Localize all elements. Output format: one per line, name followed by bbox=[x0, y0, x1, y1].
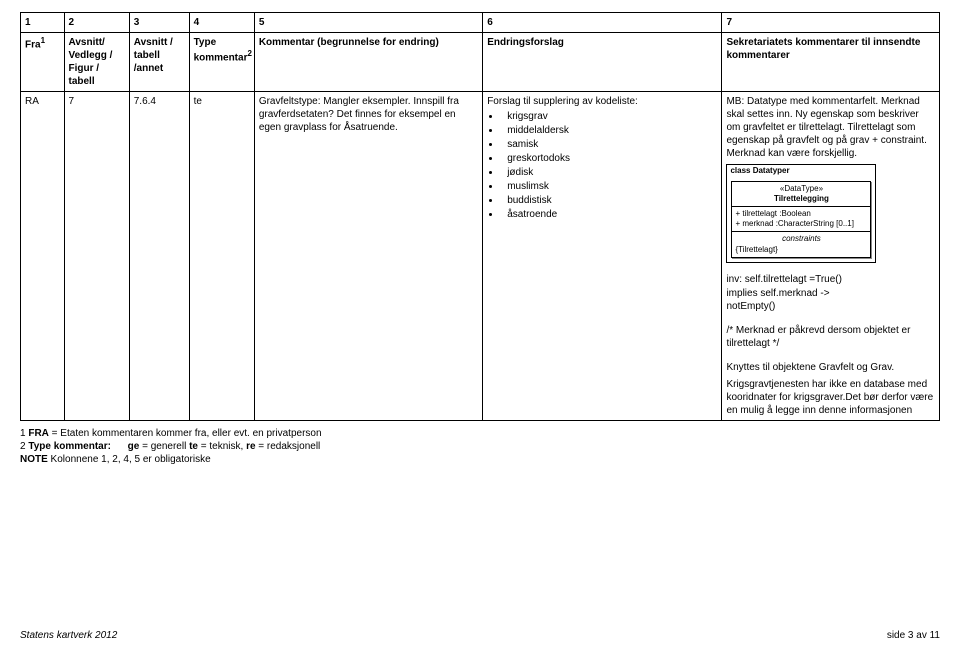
page-footer: Statens kartverk 2012 side 3 av 11 bbox=[20, 630, 940, 641]
table-row: RA 7 7.6.4 te Gravfeltstype: Mangler eks… bbox=[21, 92, 940, 421]
uml-attrs: + tilrettelagt :Boolean + merknad :Chara… bbox=[732, 207, 870, 233]
uml-constraints: constraints {Tilrettelagt} bbox=[732, 232, 870, 257]
endring-list: krigsgrav middelaldersk samisk greskorto… bbox=[501, 110, 717, 221]
uml-title: class Datatyper bbox=[727, 165, 875, 177]
colnum-5: 5 bbox=[254, 13, 482, 33]
cell-sekretariat: MB: Datatype med kommentarfelt. Merknad … bbox=[722, 92, 940, 421]
colnum-6: 6 bbox=[483, 13, 722, 33]
header-kommentar: Kommentar (begrunnelse for endring) bbox=[254, 33, 482, 92]
header-sekr: Sekretariatets kommentarer til innsendte… bbox=[722, 33, 940, 92]
cell-fra: RA bbox=[21, 92, 65, 421]
uml-diagram: class Datatyper «DataType» Tilretteleggi… bbox=[726, 164, 876, 263]
cell-type: te bbox=[189, 92, 254, 421]
footnote-note: NOTE Kolonnene 1, 2, 4, 5 er obligatoris… bbox=[20, 453, 940, 466]
sekr-para-1: MB: Datatype med kommentarfelt. Merknad … bbox=[726, 95, 935, 160]
sekr-para-3: Knyttes til objektene Gravfelt og Grav. bbox=[726, 361, 935, 375]
header-row: Fra1 Avsnitt/ Vedlegg / Figur / tabell A… bbox=[21, 33, 940, 92]
colnum-4: 4 bbox=[189, 13, 254, 33]
list-item: krigsgrav bbox=[501, 110, 717, 123]
footnote-2: 2 Type kommentar: ge = generell te = tek… bbox=[20, 440, 940, 453]
list-item: jødisk bbox=[501, 166, 717, 179]
list-item: samisk bbox=[501, 138, 717, 151]
footnotes: 1 FRA = Etaten kommentaren kommer fra, e… bbox=[20, 427, 940, 466]
comments-table: 1 2 3 4 5 6 7 Fra1 Avsnitt/ Vedlegg / Fi… bbox=[20, 12, 940, 421]
cell-avsnitt2: 7.6.4 bbox=[129, 92, 189, 421]
cell-endring: Forslag til supplering av kodeliste: kri… bbox=[483, 92, 722, 421]
footer-left: Statens kartverk 2012 bbox=[20, 630, 117, 641]
list-item: middelaldersk bbox=[501, 124, 717, 137]
uml-class-head: «DataType» Tilrettelegging bbox=[732, 182, 870, 206]
cell-kommentar: Gravfeltstype: Mangler eksempler. Innspi… bbox=[254, 92, 482, 421]
header-fra: Fra1 bbox=[21, 33, 65, 92]
footer-right: side 3 av 11 bbox=[887, 630, 940, 641]
sekr-para-4: Krigsgravtjenesten har ikke en database … bbox=[726, 378, 935, 417]
header-avsnitt2: Avsnitt / tabell /annet bbox=[129, 33, 189, 92]
colnum-3: 3 bbox=[129, 13, 189, 33]
list-item: muslimsk bbox=[501, 180, 717, 193]
cell-avsnitt1: 7 bbox=[64, 92, 129, 421]
ocl-block: inv: self.tilrettelagt =True() implies s… bbox=[726, 273, 935, 314]
uml-class-box: «DataType» Tilrettelegging + tilrettelag… bbox=[731, 181, 871, 258]
footnote-1: 1 FRA = Etaten kommentaren kommer fra, e… bbox=[20, 427, 940, 440]
header-avsnitt1: Avsnitt/ Vedlegg / Figur / tabell bbox=[64, 33, 129, 92]
list-item: åsatroende bbox=[501, 208, 717, 221]
colnum-7: 7 bbox=[722, 13, 940, 33]
colnum-1: 1 bbox=[21, 13, 65, 33]
header-endring: Endringsforslag bbox=[483, 33, 722, 92]
endring-intro: Forslag til supplering av kodeliste: bbox=[487, 95, 717, 108]
colnum-2: 2 bbox=[64, 13, 129, 33]
sekr-para-2: /* Merknad er påkrevd dersom objektet er… bbox=[726, 324, 935, 351]
header-type: Type kommentar2 bbox=[189, 33, 254, 92]
list-item: greskortodoks bbox=[501, 152, 717, 165]
list-item: buddistisk bbox=[501, 194, 717, 207]
column-number-row: 1 2 3 4 5 6 7 bbox=[21, 13, 940, 33]
